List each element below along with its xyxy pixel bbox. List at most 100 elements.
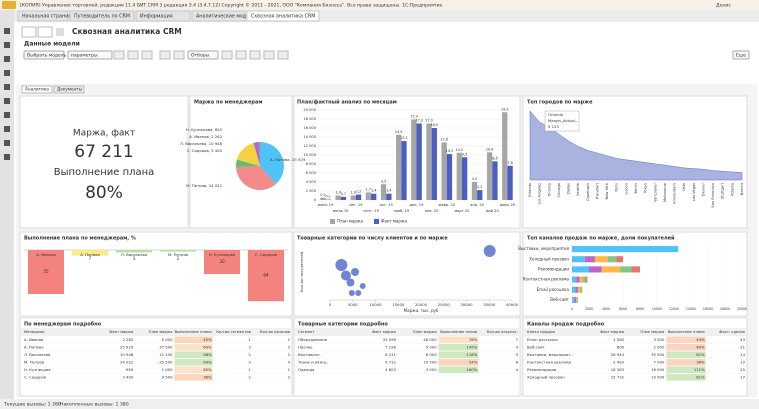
y-category-label: Email рассылка [537, 287, 570, 292]
point [355, 290, 362, 296]
bar [28, 250, 64, 294]
user-name: Денис [716, 3, 731, 9]
table-header [295, 328, 519, 336]
button[interactable] [67, 50, 113, 60]
tab[interactable] [191, 10, 246, 22]
panel [19, 95, 189, 229]
bar [426, 123, 432, 200]
city-label: Atlanta [730, 183, 734, 196]
table-header [21, 328, 291, 336]
bar-value-label: 1,0 [351, 191, 356, 195]
pie-slice [236, 159, 260, 168]
tab-label[interactable]: Информация [140, 14, 173, 20]
button-label[interactable]: Выбрать модель [27, 53, 67, 59]
button[interactable] [187, 50, 219, 60]
point [348, 290, 355, 296]
button[interactable] [23, 50, 65, 60]
bar-segment [572, 266, 589, 273]
tab[interactable] [246, 10, 320, 22]
tab[interactable] [69, 10, 135, 22]
highlight-cell [174, 359, 213, 366]
table-cell: 111% [694, 367, 705, 372]
table-cell: 65% [203, 367, 212, 372]
highlight-cell [174, 336, 213, 343]
table-cell: 2 [248, 375, 251, 380]
y-category-label: Холодный прозвон [529, 256, 569, 261]
table-header-cell: Факт маржа [372, 330, 396, 334]
tab[interactable] [17, 10, 69, 22]
toolbar-icon[interactable] [235, 50, 247, 60]
x-axis-title: Маржа, тыс. руб [404, 308, 439, 313]
bar-value-label: 17,0 [415, 119, 423, 123]
tab-label[interactable]: Путеводитель по CRM [74, 14, 130, 20]
city-label: Vancouver [653, 182, 657, 201]
table-cell: 76% [469, 337, 478, 342]
bar-value-label: 16,0 [431, 123, 439, 127]
legend-swatch [374, 219, 379, 224]
title-bar [0, 0, 759, 10]
bar-segment [575, 286, 578, 293]
toolbar-icon[interactable] [277, 50, 289, 60]
bar-category: С. Сидоров [255, 252, 278, 257]
button-label[interactable]: Еще [736, 53, 746, 59]
toolbar-icon[interactable] [113, 50, 125, 60]
table-cell: 7 226 [385, 345, 396, 350]
city-label: Berlin [634, 183, 638, 193]
table-title: По менеджерам подробно [24, 321, 102, 328]
legend-swatch [330, 219, 335, 224]
subtab[interactable] [53, 85, 85, 94]
toolbar-icon[interactable] [221, 50, 233, 60]
table-header-cell: Сегмент [298, 330, 315, 334]
table-cell: Контекстная реклама [527, 360, 571, 365]
bar-category: А. Иванов [36, 252, 56, 257]
toolbar-icon[interactable] [159, 50, 171, 60]
highlight-cell [438, 344, 479, 351]
tab[interactable] [135, 10, 191, 22]
bar-segment [576, 296, 578, 303]
bar-value-label: 1,4 [371, 189, 376, 193]
city-label: San Francisco [711, 183, 715, 208]
chart-title: Топ городов по марже [527, 100, 593, 106]
tab-label[interactable]: Аналитические модели [196, 14, 255, 20]
table-cell: 25 929 [120, 345, 134, 350]
highlight-cell [174, 344, 213, 351]
table-cell: 94% [203, 360, 212, 365]
tooltip-value: 5 125 [548, 124, 559, 129]
city-label: Oslo [682, 183, 686, 191]
subtab-label[interactable]: Аналитика [25, 87, 49, 92]
toolbar-icon[interactable] [127, 50, 139, 60]
table-cell: 44% [696, 337, 705, 342]
button-label[interactable]: параметры [71, 54, 98, 59]
button[interactable] [732, 50, 750, 60]
tab-label[interactable]: Сквозная аналитика CRM [251, 14, 315, 20]
table-cell: 2 [288, 352, 291, 357]
toolbar-icon[interactable] [263, 50, 275, 60]
table-cell: 28 944 [611, 352, 625, 357]
table-header-cell: План маржа [149, 330, 173, 334]
toolbar-icon[interactable] [173, 50, 185, 60]
app-logo [2, 1, 16, 9]
table-cell: 17 [740, 375, 745, 380]
panel [19, 231, 293, 317]
toolbar-icon[interactable] [141, 50, 153, 60]
nav-buttons[interactable] [21, 26, 64, 38]
table-cell: Ткани и вязка.. [297, 360, 328, 365]
table-cell: 3 [516, 352, 519, 357]
city-label: Tokyo [644, 183, 648, 194]
toolbar-icon[interactable] [249, 50, 261, 60]
bar [401, 141, 407, 200]
city-label: New York [605, 182, 609, 199]
subtab[interactable] [21, 85, 53, 94]
button-label[interactable]: Отборы [191, 53, 210, 59]
subtab-label[interactable]: Документы [57, 87, 82, 92]
bar [72, 250, 108, 256]
bar-segment [577, 286, 581, 293]
legend-label: Факт маржа [381, 219, 408, 224]
kpi-value: 67 211 [74, 142, 133, 162]
bar [441, 142, 447, 200]
bar-value-label: 1,4 [386, 189, 391, 193]
panel [293, 95, 521, 229]
tab-label[interactable]: Начальная страница [22, 14, 75, 20]
y-tick-label: 0 [314, 198, 317, 202]
